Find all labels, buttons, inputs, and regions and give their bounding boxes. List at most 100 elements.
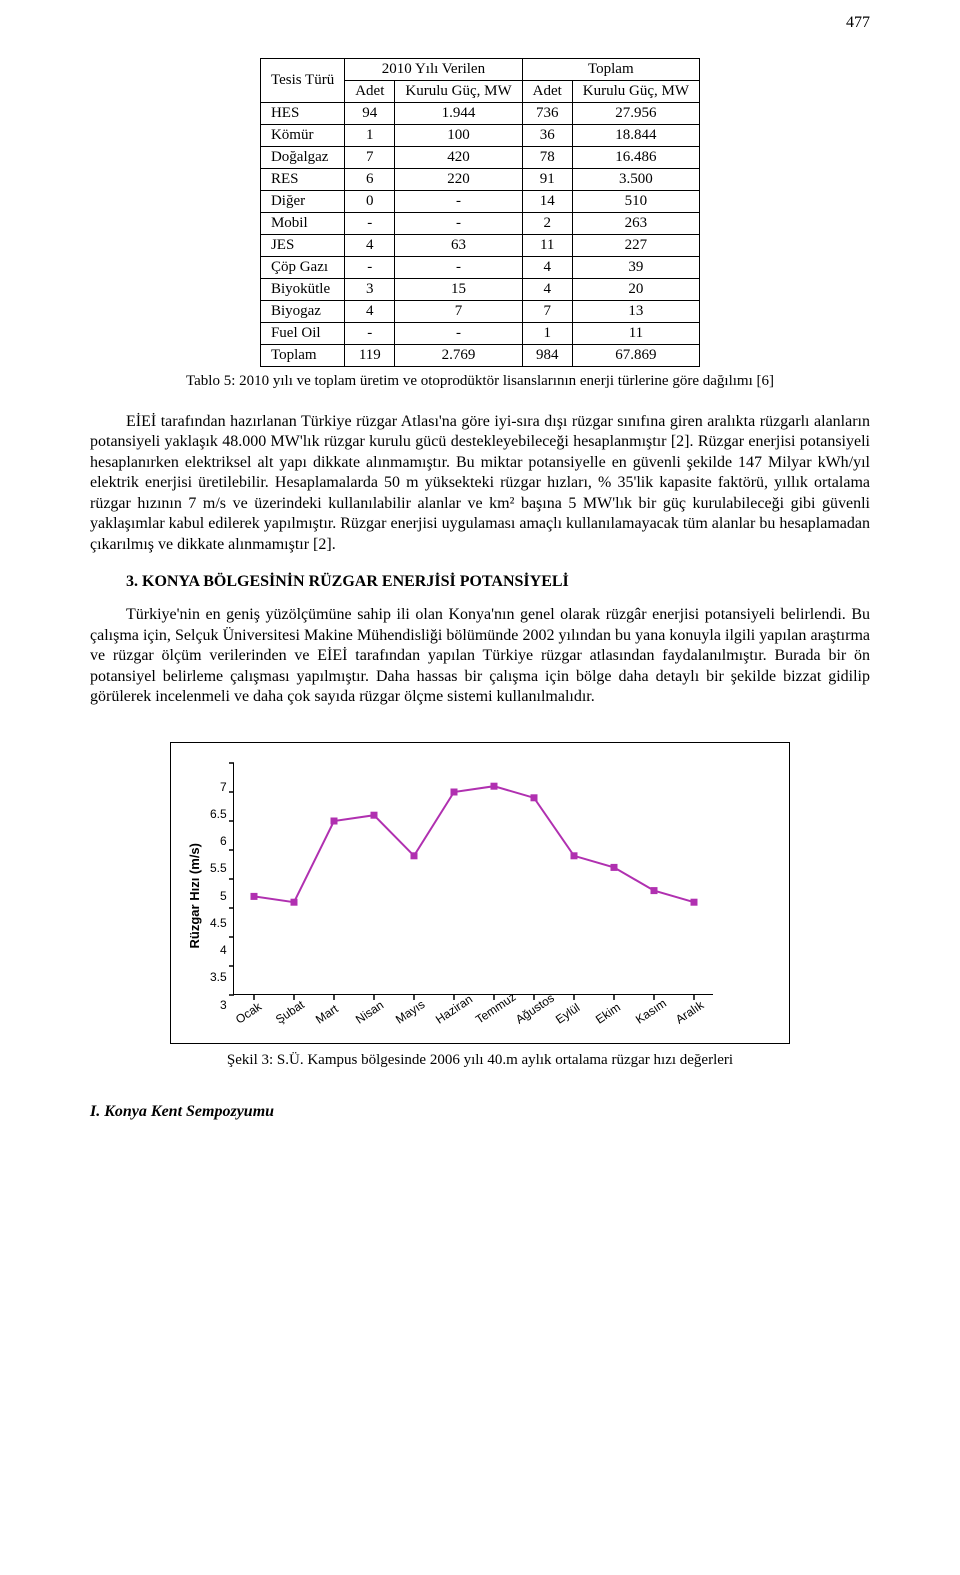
table-row: Mobil--2263 xyxy=(260,213,699,235)
chart-y-axis: 7 6.5 6 5.5 5 4.5 4 3.5 3 xyxy=(210,780,233,1012)
table-cell: 7 xyxy=(522,301,572,323)
table-cell: - xyxy=(345,323,395,345)
table-cell: 1 xyxy=(522,323,572,345)
th-guc2: Kurulu Güç, MW xyxy=(572,81,699,103)
table-cell: 16.486 xyxy=(572,147,699,169)
table-cell: 4 xyxy=(522,257,572,279)
table-cell: 420 xyxy=(395,147,522,169)
table-caption: Tablo 5: 2010 yılı ve toplam üretim ve o… xyxy=(90,373,870,390)
paragraph-1: EİEİ tarafından hazırlanan Türkiye rüzga… xyxy=(90,412,870,555)
th-adet2: Adet xyxy=(522,81,572,103)
table-row: Doğalgaz74207816.486 xyxy=(260,147,699,169)
table-cell: - xyxy=(395,191,522,213)
table-cell: 14 xyxy=(522,191,572,213)
table-cell: 7 xyxy=(345,147,395,169)
chart-y-title: Rüzgar Hızı (m/s) xyxy=(187,843,202,948)
figure-caption: Şekil 3: S.Ü. Kampus bölgesinde 2006 yıl… xyxy=(90,1052,870,1069)
table-cell: 39 xyxy=(572,257,699,279)
table-cell: 3.500 xyxy=(572,169,699,191)
table-cell: 4 xyxy=(522,279,572,301)
table-cell: Doğalgaz xyxy=(260,147,344,169)
table-cell: Biyokütle xyxy=(260,279,344,301)
y-tick-label: 5 xyxy=(210,889,227,903)
y-tick-label: 5.5 xyxy=(210,861,227,875)
chart-plot-area xyxy=(233,763,713,995)
table-cell: 263 xyxy=(572,213,699,235)
table-cell: 18.844 xyxy=(572,125,699,147)
table-cell: 15 xyxy=(395,279,522,301)
table-cell: 4 xyxy=(345,301,395,323)
table-row: Kömür11003618.844 xyxy=(260,125,699,147)
table-cell: 94 xyxy=(345,103,395,125)
table-cell: - xyxy=(395,213,522,235)
th-2010: 2010 Yılı Verilen xyxy=(345,59,522,81)
table-row: Biyogaz47713 xyxy=(260,301,699,323)
table-cell: 0 xyxy=(345,191,395,213)
table-cell: 78 xyxy=(522,147,572,169)
table-row: Fuel Oil--111 xyxy=(260,323,699,345)
table-cell: HES xyxy=(260,103,344,125)
y-tick-label: 3.5 xyxy=(210,970,227,984)
table-row: Çöp Gazı--439 xyxy=(260,257,699,279)
table-cell: 7 xyxy=(395,301,522,323)
table-cell: 67.869 xyxy=(572,345,699,367)
table-cell: 2 xyxy=(522,213,572,235)
table-cell: 63 xyxy=(395,235,522,257)
table-cell: - xyxy=(345,257,395,279)
paragraph-2: Türkiye'nin en geniş yüzölçümüne sahip i… xyxy=(90,605,870,707)
y-tick-label: 6.5 xyxy=(210,807,227,821)
table-cell: 100 xyxy=(395,125,522,147)
table-cell: 1.944 xyxy=(395,103,522,125)
table-cell: - xyxy=(395,323,522,345)
table-cell: Fuel Oil xyxy=(260,323,344,345)
table-row: Biyokütle315420 xyxy=(260,279,699,301)
footer-text: I. Konya Kent Sempozyumu xyxy=(90,1103,870,1121)
table-cell: 119 xyxy=(345,345,395,367)
table-cell: 11 xyxy=(522,235,572,257)
th-guc1: Kurulu Güç, MW xyxy=(395,81,522,103)
table-cell: 13 xyxy=(572,301,699,323)
table-cell: RES xyxy=(260,169,344,191)
table-cell: - xyxy=(345,213,395,235)
table-cell: 510 xyxy=(572,191,699,213)
table-cell: Toplam xyxy=(260,345,344,367)
table-cell: JES xyxy=(260,235,344,257)
table-cell: 984 xyxy=(522,345,572,367)
y-tick-label: 4.5 xyxy=(210,916,227,930)
y-tick-label: 7 xyxy=(210,780,227,794)
table-cell: 1 xyxy=(345,125,395,147)
table-row: Toplam1192.76998467.869 xyxy=(260,345,699,367)
table-cell: Biyogaz xyxy=(260,301,344,323)
table-cell: Mobil xyxy=(260,213,344,235)
table-cell: 3 xyxy=(345,279,395,301)
table-cell: 20 xyxy=(572,279,699,301)
page-number: 477 xyxy=(846,14,870,32)
table-row: RES6220913.500 xyxy=(260,169,699,191)
table-row: Diğer0-14510 xyxy=(260,191,699,213)
table-cell: Kömür xyxy=(260,125,344,147)
table-cell: 36 xyxy=(522,125,572,147)
data-table: Tesis Türü 2010 Yılı Verilen Toplam Adet… xyxy=(260,58,700,367)
table-cell: 220 xyxy=(395,169,522,191)
table-cell: 2.769 xyxy=(395,345,522,367)
table-cell: 4 xyxy=(345,235,395,257)
table-cell: 27.956 xyxy=(572,103,699,125)
y-tick-label: 3 xyxy=(210,998,227,1012)
table-cell: 6 xyxy=(345,169,395,191)
chart-x-axis: OcakŞubatMartNisanMayısHaziranTemmuzAğus… xyxy=(233,1001,713,1029)
y-tick-label: 4 xyxy=(210,943,227,957)
th-toplam: Toplam xyxy=(522,59,699,81)
table-cell: 91 xyxy=(522,169,572,191)
table-cell: 227 xyxy=(572,235,699,257)
th-adet1: Adet xyxy=(345,81,395,103)
table-cell: 11 xyxy=(572,323,699,345)
table-cell: Diğer xyxy=(260,191,344,213)
y-tick-label: 6 xyxy=(210,834,227,848)
table-cell: Çöp Gazı xyxy=(260,257,344,279)
table-cell: 736 xyxy=(522,103,572,125)
section-heading: 3. KONYA BÖLGESİNİN RÜZGAR ENERJİSİ POTA… xyxy=(126,573,870,591)
table-row: HES941.94473627.956 xyxy=(260,103,699,125)
th-tesis: Tesis Türü xyxy=(260,59,344,103)
table-row: JES46311227 xyxy=(260,235,699,257)
table-cell: - xyxy=(395,257,522,279)
